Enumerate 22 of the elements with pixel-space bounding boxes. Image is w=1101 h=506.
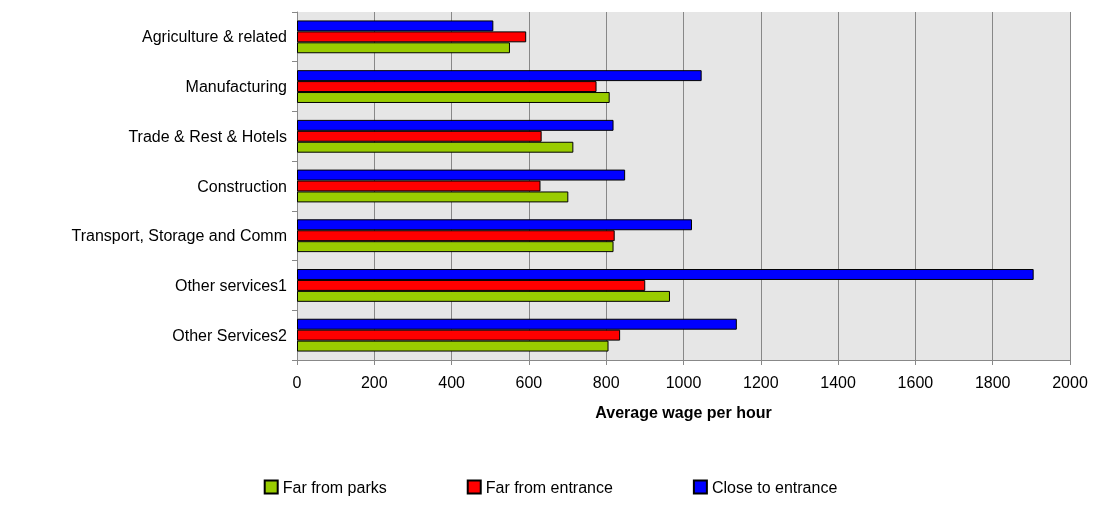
y-tick-label: Other services1 (174, 276, 288, 294)
x-tick-label: 200 (360, 373, 388, 391)
y-tick-label: Other Services2 (172, 326, 288, 344)
x-tick-label: 1800 (974, 373, 1011, 391)
x-tick-label: 1000 (665, 373, 702, 391)
y-tick-label: Manufacturing (185, 78, 287, 96)
y-tick-label: Transport, Storage and Comm (71, 227, 287, 245)
x-tick-label: 0 (292, 373, 302, 391)
x-tick-label: 2000 (1052, 373, 1088, 391)
x-tick-label: 400 (438, 373, 466, 391)
y-tick-label: Agriculture & related (142, 28, 287, 46)
y-tick-label: Trade & Rest & Hotels (128, 127, 287, 145)
x-axis-title: Average wage per hour (595, 403, 772, 421)
x-tick-label: 800 (592, 373, 620, 391)
legend-label: Far from entrance (485, 478, 613, 496)
x-tick-label: 1400 (820, 373, 856, 391)
legend-label: Far from parks (282, 478, 387, 496)
y-tick-label: Construction (197, 177, 287, 195)
legend-label: Close to entrance (711, 478, 838, 496)
x-tick-label: 1600 (897, 373, 934, 391)
x-tick-label: 600 (515, 373, 543, 391)
x-tick-label: 1200 (743, 373, 779, 391)
